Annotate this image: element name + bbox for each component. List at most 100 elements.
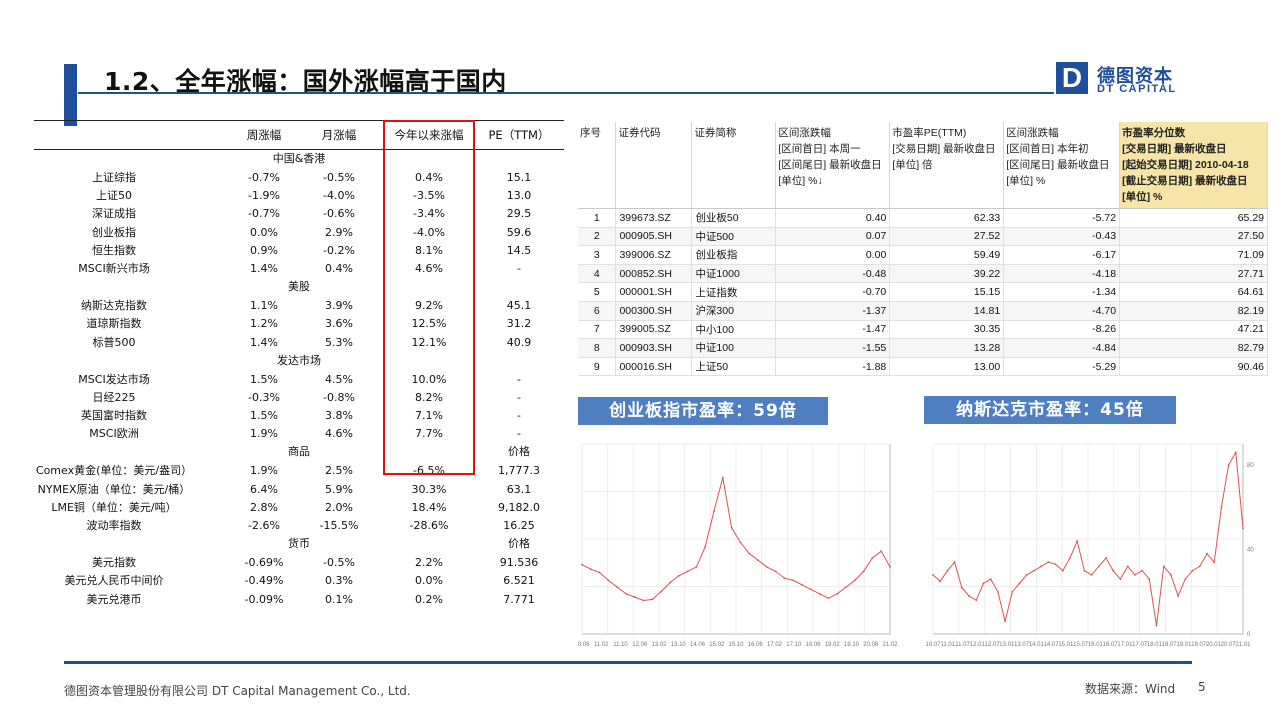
row-month: 4.5% (325, 372, 353, 386)
data-point (783, 577, 786, 579)
row-name: 日经225 (92, 390, 136, 404)
row-week: 0.9% (250, 243, 278, 257)
table-cell: 82.79 (1119, 338, 1268, 358)
x-tick-label: 17.02 (767, 642, 783, 648)
chart2-label: 纳斯达克市盈率：45倍 (924, 396, 1176, 424)
row-name: MSCI发达市场 (78, 372, 150, 386)
section-label: 货币 (288, 537, 310, 551)
x-tick-label: 11.01 (940, 642, 955, 648)
row-week: 1.1% (250, 299, 278, 313)
row-ytd: 0.0% (415, 574, 443, 588)
row-month: 3.8% (325, 409, 353, 423)
nasdaq-pe-chart: 10.07 11.01 11.07 12.01 12.07 13.01 13.07 14.01… (925, 443, 1254, 648)
table-cell: 3 (578, 245, 617, 265)
series-line (932, 450, 1244, 626)
row-ytd: 10.0% (411, 372, 447, 386)
data-point (871, 557, 874, 559)
data-point (953, 561, 956, 564)
row-week: 1.4% (250, 261, 278, 275)
row-name: 道琼斯指数 (86, 317, 142, 331)
data-point (1061, 569, 1064, 572)
row-pe: - (517, 427, 521, 441)
row-pe: 45.1 (506, 299, 532, 313)
x-tick-label: 12.07 (985, 642, 1001, 648)
table-row[interactable]: 8 000903.SH 中证100 -1.55 13.28 -4.84 82.79 (578, 338, 1268, 358)
row-pe: - (517, 261, 521, 275)
table-row[interactable]: 2 000905.SH 中证500 0.07 27.52 -0.43 27.50 (578, 227, 1268, 247)
column-header[interactable]: 证券代码 (615, 122, 693, 209)
footer-source: 数据来源：Wind (1085, 682, 1176, 696)
row-week: 0.0% (250, 225, 278, 239)
table-row[interactable]: 5 000001.SH 上证指数 -0.70 15.15 -1.34 64.61 (578, 282, 1268, 302)
table-row[interactable]: 9 000016.SH 上证50 -1.88 13.00 -5.29 90.46 (578, 357, 1268, 377)
x-tick-label: 16.01 (1088, 642, 1104, 648)
table-cell: 399673.SZ (615, 208, 693, 228)
table-cell: 0.07 (775, 227, 891, 247)
data-point (589, 568, 592, 571)
table-row[interactable]: 7 399005.SZ 中小100 -1.47 30.35 -8.26 47.21 (578, 320, 1268, 340)
table-row[interactable]: 4 000852.SH 中证1000 -0.48 39.22 -4.18 27.71 (578, 264, 1268, 284)
table-cell: 000001.SH (615, 282, 693, 302)
column-header[interactable]: 序号 (578, 122, 617, 209)
x-tick-label: 14.07 (1044, 642, 1060, 648)
row-month: 3.6% (325, 317, 353, 331)
table-cell: 59.49 (889, 245, 1005, 265)
table-row: MSCI发达市场 1.5% 4.5% 10.0% - (34, 371, 564, 389)
header-month: 月涨幅 (321, 128, 357, 142)
table-row: 深证成指 -0.7% -0.6% -3.4% 29.5 (34, 205, 564, 223)
column-header[interactable]: 市盈率PE(TTM) [交易日期] 最新收盘日 [单位] 倍 (889, 122, 1005, 209)
row-ytd: -3.4% (413, 207, 445, 221)
x-tick-label: 10.07 (925, 642, 941, 648)
row-ytd: 0.4% (415, 171, 443, 184)
table-cell: -4.18 (1003, 264, 1121, 284)
data-point (642, 599, 645, 602)
y-tick-label: 80 (1247, 463, 1254, 469)
row-ytd: -3.5% (413, 189, 445, 203)
row-ytd: 2.2% (415, 556, 443, 570)
data-point (1141, 569, 1143, 572)
data-point (853, 579, 856, 582)
row-week: -0.7% (248, 171, 280, 184)
data-point (932, 574, 934, 576)
data-point (721, 476, 724, 479)
data-point (1054, 563, 1057, 566)
data-point (1155, 624, 1158, 627)
section-label: 发达市场 (277, 353, 321, 367)
table-cell: 9 (578, 357, 617, 377)
table-row[interactable]: 3 399006.SZ 创业板指 0.00 59.49 -6.17 71.09 (578, 245, 1268, 265)
row-week: -2.6% (248, 519, 280, 532)
table-row: Comex黄金(单位：美元/盎司） 1.9% 2.5% -6.5% 1,777.3 (34, 462, 564, 480)
data-point (1220, 506, 1223, 509)
data-point (1069, 557, 1071, 559)
column-header[interactable]: 区间涨跌幅 [区间首日] 本周一 [区间尾日] 最新收盘日 [单位] %↓ (775, 122, 891, 209)
row-pe: 14.5 (506, 243, 532, 257)
row-pe: 7.771 (503, 592, 535, 606)
table-header-row: 周涨幅 月涨幅 今年以来涨幅 PE（TTM） (34, 120, 564, 150)
data-point (625, 592, 627, 595)
column-header[interactable]: 区间涨跌幅 [区间首日] 本年初 [区间尾日] 最新收盘日 [单位] % (1003, 122, 1121, 209)
data-point (946, 569, 949, 572)
table-row: 道琼斯指数 1.2% 3.6% 12.5% 31.2 (34, 315, 564, 333)
column-header[interactable]: 证券简称 (691, 122, 777, 209)
row-ytd: -28.6% (409, 519, 449, 532)
x-tick-label: 20.01 (1206, 642, 1222, 648)
row-week: 1.5% (250, 372, 278, 386)
column-header[interactable]: 市盈率分位数 [交易日期] 最新收盘日 [起始交易日期] 2010-04-18 [截止… (1119, 122, 1268, 209)
row-month: -15.5% (319, 519, 359, 532)
x-tick-label: 12.06 (632, 642, 648, 648)
table-cell: 90.46 (1119, 357, 1268, 377)
header-week: 周涨幅 (246, 128, 282, 142)
x-tick-label: 20.07 (1221, 642, 1237, 648)
row-pe: 59.6 (506, 225, 532, 239)
table-row[interactable]: 6 000300.SH 沪深300 -1.37 14.81 -4.70 82.19 (578, 301, 1268, 321)
data-point (1112, 569, 1115, 572)
data-point (598, 571, 601, 574)
data-point (1162, 565, 1165, 568)
row-ytd: 0.2% (415, 592, 443, 606)
table-cell: -5.29 (1003, 357, 1121, 377)
data-point (713, 510, 715, 512)
table-row[interactable]: 1 399673.SZ 创业板50 0.40 62.33 -5.72 65.29 (578, 208, 1268, 228)
table-cell: 30.35 (889, 320, 1005, 340)
table-cell: 13.28 (889, 338, 1005, 358)
data-point (1033, 569, 1035, 572)
